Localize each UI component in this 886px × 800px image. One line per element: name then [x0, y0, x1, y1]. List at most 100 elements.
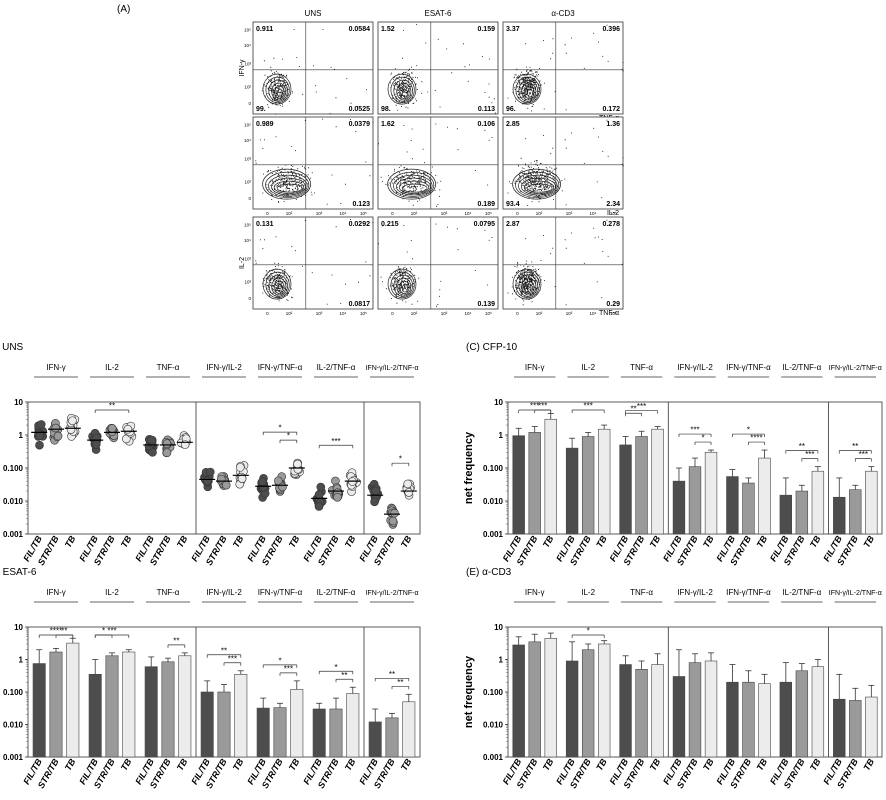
significance-stars: *** — [690, 426, 699, 435]
group-label: IFN-γ — [46, 363, 66, 372]
flow-contour — [277, 88, 283, 98]
bar-tb — [234, 674, 248, 758]
flow-plot-frame — [502, 116, 624, 210]
x-tick-label: TB — [755, 757, 770, 773]
quadrant-lower-right: 0.139 — [477, 301, 495, 308]
flow-y-tick: 10⁵ — [244, 27, 251, 32]
significance-stars: * — [399, 455, 402, 464]
bar-tb — [704, 660, 718, 758]
significance-stars: *** — [538, 402, 547, 411]
bar-fil-tb — [726, 681, 739, 758]
significance-stars: ** — [630, 405, 636, 414]
flow-contour — [265, 171, 310, 199]
bar-str-tb — [385, 717, 399, 758]
quadrant-lower-left: 96. — [506, 106, 516, 113]
quadrant-lower-right: 0.189 — [477, 201, 495, 208]
y-axis-label: net frequency — [463, 431, 475, 504]
significance-stars: *** — [228, 654, 237, 663]
flow-contour — [271, 277, 287, 296]
data-point — [316, 482, 326, 492]
flow-x-tick: 10⁴ — [465, 311, 472, 316]
flow-y-tick: 0 — [248, 196, 251, 201]
group-label: IFN-γ/IL-2 — [677, 588, 713, 597]
bar-fil-tb — [833, 698, 846, 758]
flow-contour — [265, 271, 290, 299]
x-tick-label: TB — [231, 757, 246, 773]
flow-cytometry-grid: UNS ESAT-6 α-CD3 IFN-γ TNF-α 0.911 0.0584 99. 0.… — [239, 9, 624, 317]
significance-stars: *** — [530, 402, 539, 411]
bar-tb — [544, 418, 557, 535]
group-label: TNF-α — [157, 363, 180, 372]
flow-column-title: ESAT-6 — [425, 9, 453, 18]
flow-contour — [395, 177, 431, 196]
flow-y-tick: 10³ — [244, 256, 251, 261]
y-tick-label: 0.010 — [3, 497, 24, 506]
flow-x-tick: 10⁵ — [610, 311, 617, 316]
group-label: IFN-γ/IL-2 — [677, 363, 713, 372]
bar-tb — [346, 693, 360, 758]
flow-contour — [387, 168, 436, 200]
flow-contour — [396, 82, 412, 101]
x-tick-label: TB — [287, 757, 302, 773]
quadrant-lower-right: 0.123 — [352, 201, 370, 208]
data-point — [371, 486, 380, 496]
significance-stars: ** — [221, 646, 227, 655]
panel-title: (E) α-CD3 — [466, 567, 512, 578]
y-tick-label: 10 — [494, 623, 503, 632]
quadrant-upper-left: 0.989 — [256, 121, 274, 128]
bar-str-tb — [105, 655, 119, 758]
flow-contour — [512, 73, 542, 105]
x-tick-label: TB — [648, 757, 663, 773]
quadrant-upper-left: 0.911 — [256, 26, 273, 33]
flow-contour — [524, 280, 535, 294]
flow-contour — [515, 271, 540, 299]
x-tick-label: TB — [175, 757, 190, 773]
group-label: IL-2/TNF-α — [782, 363, 821, 372]
x-tick-label: TB — [343, 757, 358, 773]
bar-str-tb — [849, 700, 862, 758]
bar-str-tb — [581, 436, 595, 535]
bar-fil-tb — [32, 663, 46, 758]
flow-contour — [518, 174, 558, 197]
data-point — [91, 440, 101, 449]
x-tick-label: TB — [541, 534, 556, 550]
flow-contour — [398, 180, 430, 194]
significance-stars: **** — [750, 434, 762, 443]
x-tick-label: TB — [399, 757, 414, 773]
bar-tb — [122, 651, 136, 758]
data-point — [107, 424, 117, 433]
flow-y-tick: 10⁴ — [244, 43, 251, 48]
significance-stars: ** — [341, 671, 347, 680]
flow-contour — [277, 283, 283, 293]
quadrant-upper-right: 0.0292 — [349, 221, 371, 228]
flow-contour — [512, 268, 542, 300]
data-point — [68, 416, 77, 426]
significance-stars: ** — [389, 670, 395, 679]
group-label: IFN-γ — [525, 588, 545, 597]
flow-contour — [523, 180, 555, 194]
quadrant-upper-right: 0.396 — [602, 26, 620, 33]
data-point — [278, 482, 287, 492]
bar-fil-tb — [88, 674, 102, 758]
bar-tb — [597, 643, 611, 758]
bar-tb — [758, 683, 771, 758]
quadrant-lower-right: 0.0817 — [349, 301, 371, 308]
bar-tb — [811, 666, 825, 758]
group-label: IL-2/TNF-α — [317, 588, 356, 597]
flow-x-tick: 10² — [286, 211, 293, 216]
flow-x-tick: 10³ — [316, 211, 323, 216]
flow-contour — [399, 280, 410, 294]
flow-plot-frame — [252, 116, 374, 210]
significance-stars: *** — [859, 450, 868, 459]
group-label: IFN-γ/IL-2/TNF-α — [829, 590, 882, 597]
x-tick-label: TB — [594, 757, 609, 773]
bar-tb — [865, 470, 878, 535]
bar-fil-tb — [200, 691, 214, 758]
significance-stars: ** — [852, 442, 858, 451]
significance-stars: ** — [109, 402, 115, 411]
flow-y-tick: 10² — [244, 84, 251, 89]
group-label: IFN-γ/IL-2/TNF-α — [829, 365, 882, 372]
flow-contour — [526, 183, 553, 193]
